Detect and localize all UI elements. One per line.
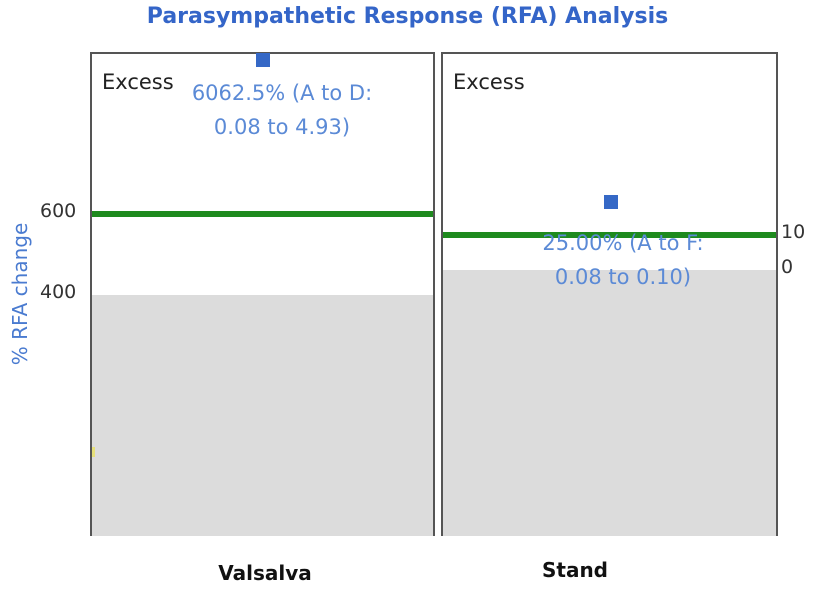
annotation-stand-line2: 0.08 to 0.10) bbox=[554, 265, 692, 289]
category-label-stand: Stand bbox=[541, 558, 608, 582]
annotation-valsalva-line1: 6062.5% (A to D: bbox=[191, 81, 373, 105]
panel-valsalva: Excess 6062.5% (A to D: 0.08 to 4.93) bbox=[90, 52, 435, 536]
threshold-line-valsalva bbox=[92, 211, 433, 217]
edge-mark bbox=[92, 447, 95, 457]
annotation-valsalva: 6062.5% (A to D: 0.08 to 4.93) bbox=[172, 76, 392, 144]
data-point-valsalva bbox=[256, 53, 270, 67]
y-tick-stand-0: 0 bbox=[781, 256, 794, 278]
y-axis-label: % RFA change bbox=[8, 222, 32, 366]
normal-zone-valsalva bbox=[92, 295, 433, 536]
category-label-valsalva: Valsalva bbox=[218, 561, 312, 585]
y-tick-valsalva-600: 600 bbox=[40, 200, 77, 222]
chart-title: Parasympathetic Response (RFA) Analysis bbox=[146, 4, 669, 29]
annotation-valsalva-line2: 0.08 to 4.93) bbox=[213, 115, 351, 139]
data-point-stand bbox=[604, 195, 618, 209]
normal-zone-stand bbox=[443, 270, 776, 536]
annotation-stand: 25.00% (A to F: 0.08 to 0.10) bbox=[513, 226, 733, 294]
zone-label-stand: Excess bbox=[453, 70, 525, 94]
y-tick-valsalva-400: 400 bbox=[40, 281, 77, 303]
y-tick-stand-10: 10 bbox=[781, 221, 806, 243]
panel-stand: Excess 25.00% (A to F: 0.08 to 0.10) bbox=[441, 52, 778, 536]
zone-label-valsalva: Excess bbox=[102, 70, 174, 94]
threshold-line-stand bbox=[443, 232, 776, 238]
annotation-stand-line1: 25.00% (A to F: bbox=[542, 231, 704, 255]
